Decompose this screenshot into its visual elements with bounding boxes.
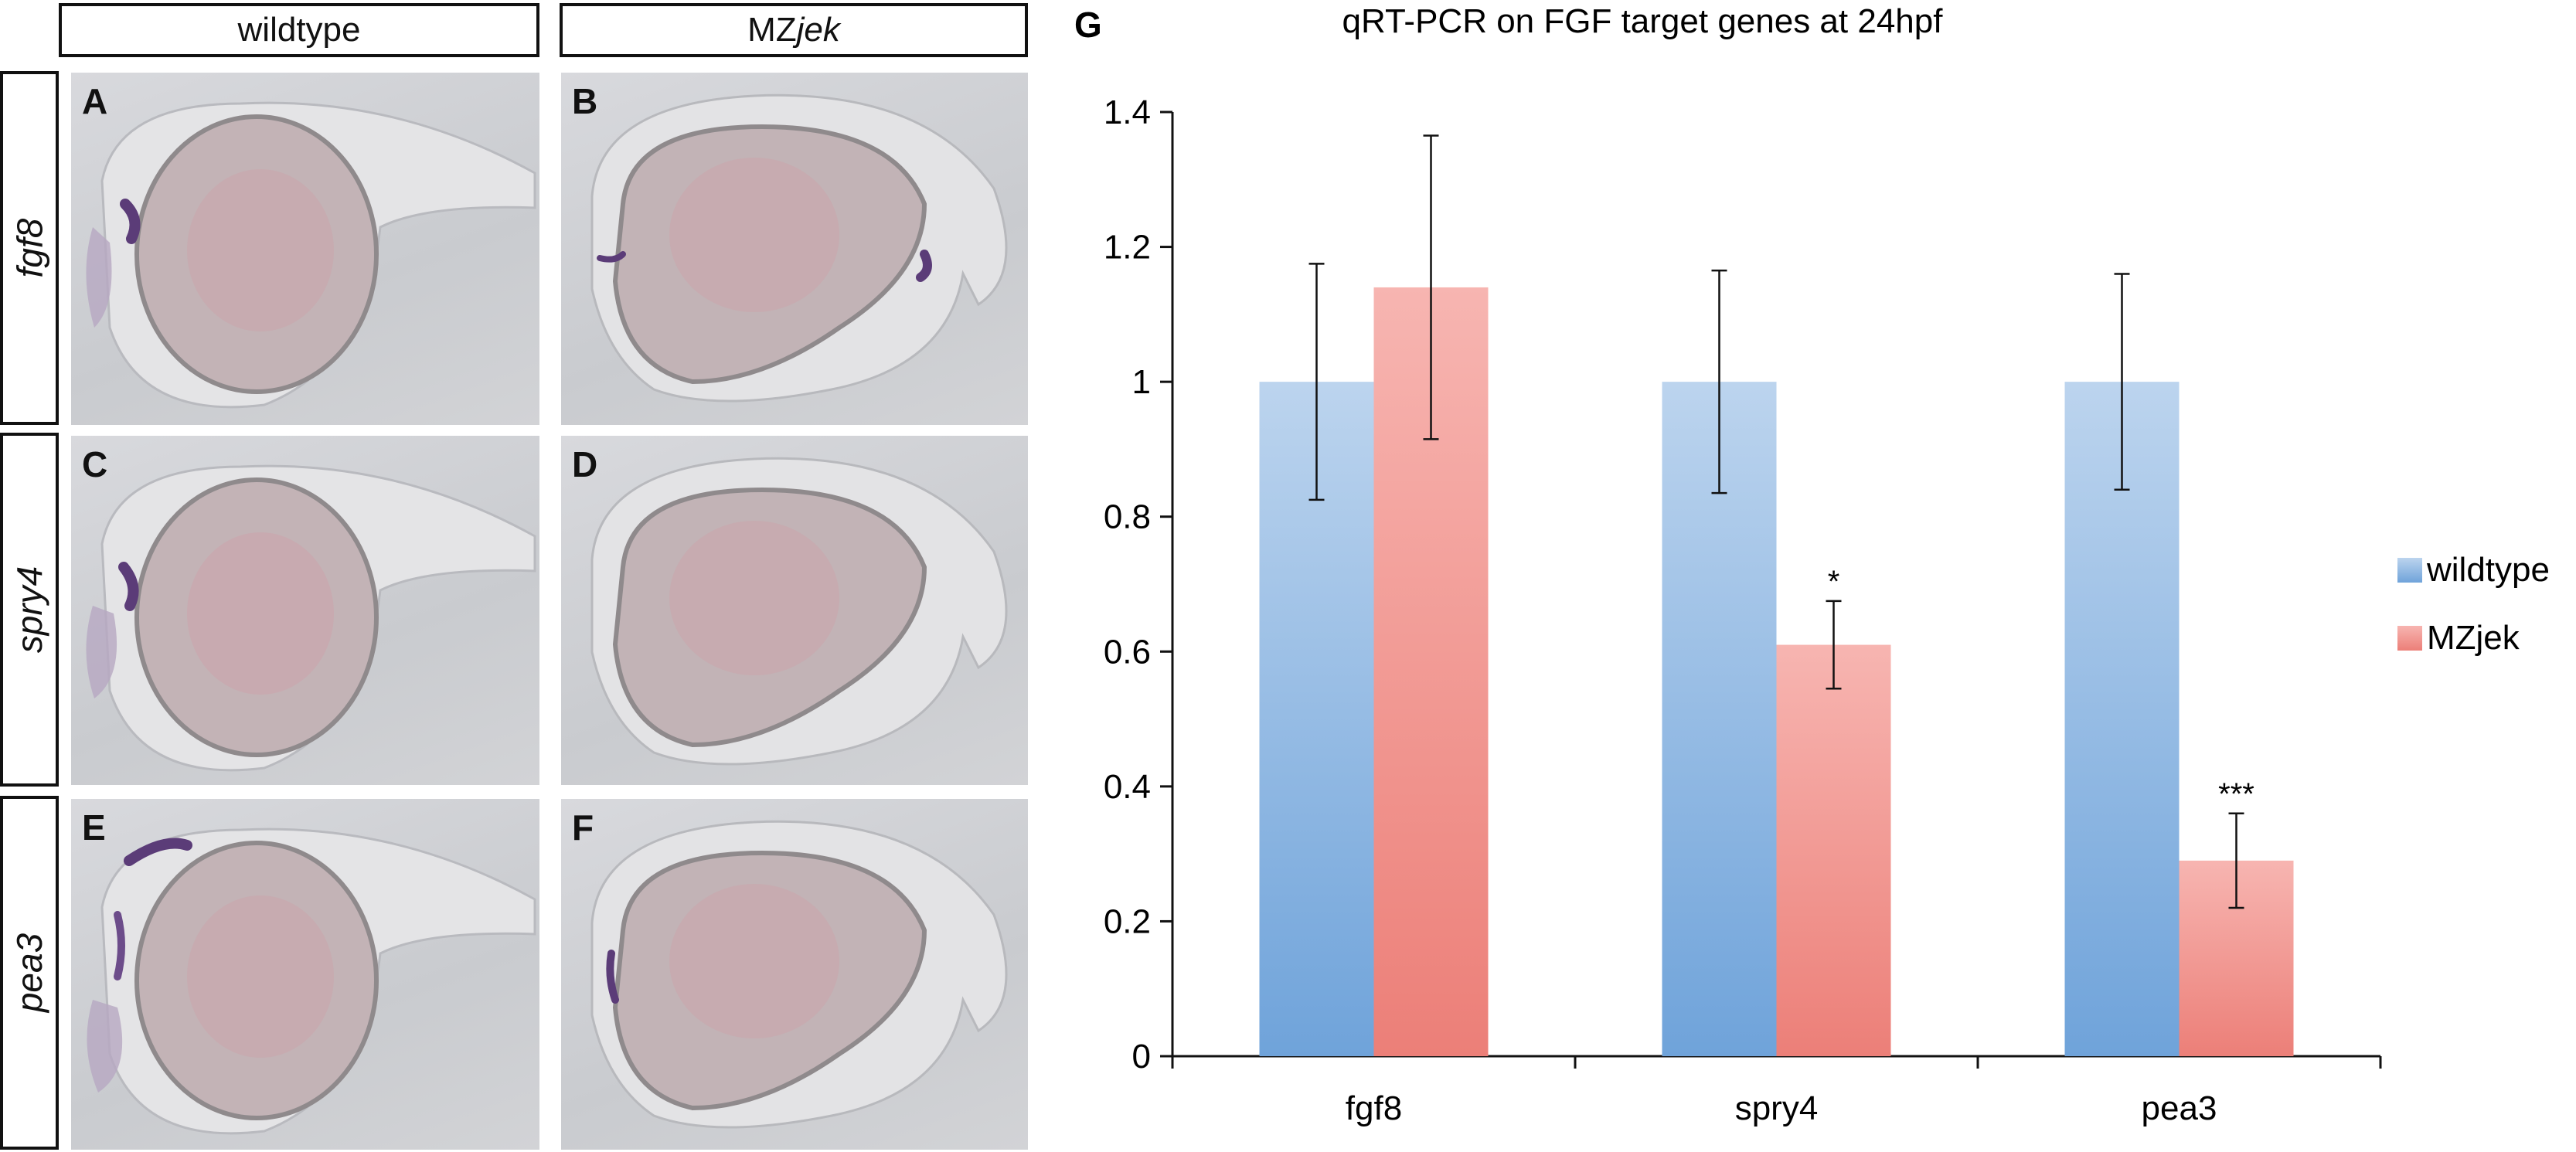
plot-area: 0 0.2 0.4 0.6 0.8 1 1.2 1.4 fgf8 * spry4 *** pea3 wil… [1104, 93, 2550, 1127]
bar-pea3-wildtype [2064, 382, 2180, 1057]
y-tick-label: 0.8 [1104, 498, 1151, 536]
micrograph-panel-d: D [561, 436, 1028, 785]
bar-spry4-MZjek [1776, 644, 1891, 1056]
chart-title: qRT-PCR on FGF target genes at 24hpf [1342, 2, 1944, 40]
significance-marker: * [1828, 565, 1840, 599]
row-label-fgf8-text: fgf8 [9, 218, 50, 278]
legend-label-MZjek: MZjek [2427, 619, 2520, 657]
embryo-image-b [590, 93, 1008, 403]
panel-letter-a: A [82, 81, 108, 121]
bar-spry4-wildtype [1662, 382, 1777, 1057]
column-header-mz-italic: jek [796, 11, 840, 49]
y-tick-label: 1 [1132, 363, 1151, 401]
panel-letter-e: E [82, 807, 106, 848]
embryo-image-f [590, 820, 1008, 1129]
row-label-spry4: spry4 [0, 433, 59, 787]
x-tick-label-fgf8: fgf8 [1346, 1089, 1402, 1127]
micrograph-panel-b: B [561, 73, 1028, 425]
y-tick-label: 1.4 [1104, 93, 1151, 131]
legend-label-wildtype: wildtype [2426, 551, 2550, 589]
embryo-image-d [590, 457, 1008, 766]
bar-chart-panel-g: G qRT-PCR on FGF target genes at 24hpf 0… [1059, 0, 2576, 1152]
micrograph-panel-e: E [71, 799, 539, 1150]
x-tick-label-spry4: spry4 [1735, 1089, 1819, 1127]
panel-letter-f: F [572, 807, 594, 848]
row-label-spry4-text: spry4 [9, 566, 50, 654]
micrograph-panel-a: A [71, 73, 539, 425]
row-label-fgf8: fgf8 [0, 71, 59, 425]
y-tick-label: 0 [1132, 1038, 1151, 1076]
y-tick-label: 0.2 [1104, 902, 1151, 940]
chart-panel-letter: G [1074, 5, 1102, 45]
panel-letter-c: C [82, 444, 108, 484]
legend-swatch-wildtype [2397, 558, 2422, 583]
legend-swatch-MZjek [2397, 626, 2422, 651]
micrograph-panel-f: F [561, 799, 1028, 1150]
significance-marker: *** [2218, 777, 2254, 811]
column-header-wildtype-label: wildtype [237, 11, 361, 49]
x-tick-label-pea3: pea3 [2142, 1089, 2217, 1127]
bar-chart: G qRT-PCR on FGF target genes at 24hpf 0… [1074, 2, 2550, 1127]
y-tick-label: 0.6 [1104, 633, 1151, 671]
y-tick-label: 1.2 [1104, 229, 1151, 267]
column-header-wildtype: wildtype [59, 3, 539, 57]
embryo-image-c [86, 464, 536, 772]
embryo-image-e [87, 827, 536, 1135]
row-label-pea3: pea3 [0, 796, 59, 1150]
y-tick-label: 0.4 [1104, 768, 1151, 806]
micrograph-panel-c: C [71, 436, 539, 785]
column-header-mz-prefix: MZ [747, 11, 797, 49]
column-header-mzjek: MZ jek [560, 3, 1028, 57]
panel-letter-b: B [572, 81, 598, 121]
row-label-pea3-text: pea3 [9, 933, 49, 1013]
embryo-image-a [86, 101, 536, 409]
panel-letter-d: D [572, 444, 598, 484]
